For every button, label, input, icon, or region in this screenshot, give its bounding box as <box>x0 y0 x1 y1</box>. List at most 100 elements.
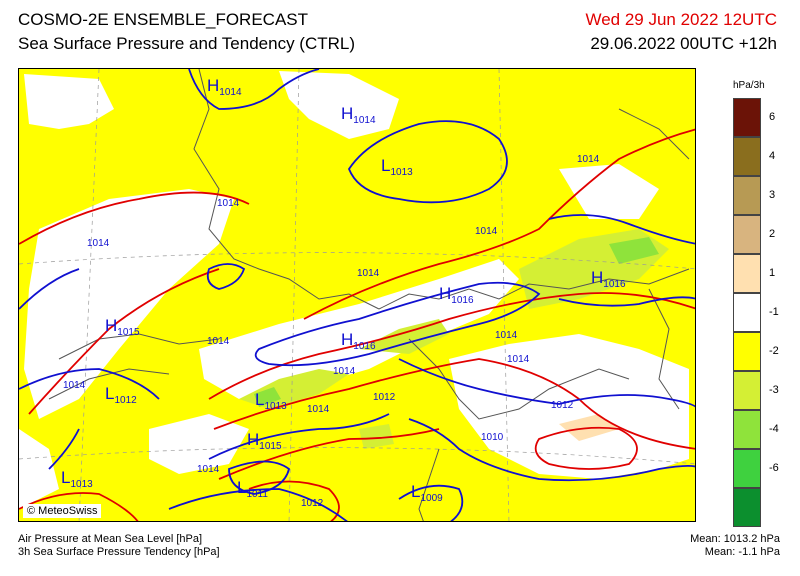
isobar-label: 1014 <box>307 404 330 415</box>
isobar-blue <box>398 484 464 521</box>
run-info: 29.06.2022 00UTC +12h <box>590 34 777 53</box>
isobar-red <box>208 292 695 400</box>
isobar-label: 1014 <box>507 354 530 365</box>
isobar-label: 1014 <box>87 238 110 249</box>
tendency-area-green <box>609 237 659 264</box>
forecast-map: H1014 H1014 L1013 H1016 H1016 H1016 H101… <box>18 68 696 522</box>
isobar-label: 1014 <box>207 336 230 347</box>
isobar-blue <box>208 413 390 460</box>
legend-label: -1 <box>769 305 779 318</box>
legend-swatch <box>733 137 761 176</box>
isobar-red <box>19 492 139 521</box>
legend-label: 3 <box>769 188 776 201</box>
chart-title: COSMO-2E ENSEMBLE_FORECAST <box>18 10 309 29</box>
legend-swatch <box>733 98 761 137</box>
tendency-area-green <box>359 319 449 354</box>
grid-line <box>78 69 100 521</box>
tendency-area-white <box>19 429 59 509</box>
grid-line <box>19 447 695 465</box>
legend-label: -4 <box>769 422 779 435</box>
isobar-blue-closed <box>347 120 508 204</box>
blue-isobars <box>19 69 695 521</box>
isobar-label: 1012 <box>301 498 324 509</box>
isobar-blue-closed <box>254 281 541 367</box>
border-line <box>48 368 170 400</box>
legend-swatch <box>733 371 761 410</box>
tendency-area-white <box>279 71 399 139</box>
isobar-label: 1014 <box>577 154 600 165</box>
tendency-area-green <box>359 424 394 449</box>
isobar-red <box>248 480 340 521</box>
tendency-area-green <box>254 387 281 407</box>
grid-line <box>288 69 300 521</box>
legend-label: 1 <box>769 266 776 279</box>
legend-label: 2 <box>769 227 776 240</box>
tendency-area-white <box>449 334 689 479</box>
borders <box>48 69 690 521</box>
isobar-red <box>28 268 220 415</box>
isobar-red-closed <box>534 426 638 470</box>
isobar-label: 1012 <box>551 400 574 411</box>
isobar-red <box>303 128 695 320</box>
isobar-label: 1014 <box>357 268 380 279</box>
lat-lon-grid <box>19 69 695 521</box>
isobar-label: 1014 <box>475 226 498 237</box>
red-isobars <box>19 128 695 521</box>
mean-pressure: Mean: 1013.2 hPa <box>690 533 780 545</box>
legend-label: -6 <box>769 461 779 474</box>
isobar-label: 1014 <box>197 464 220 475</box>
isobar-blue-closed <box>206 263 246 290</box>
legend-label: -2 <box>769 344 779 357</box>
isobar-label: 1012 <box>373 392 396 403</box>
isobar-blue <box>558 296 695 307</box>
mean-tendency: Mean: -1.1 hPa <box>704 546 780 558</box>
isobar-blue <box>188 69 320 110</box>
isobar-blue <box>548 214 695 245</box>
tendency-area-white <box>559 164 659 219</box>
isobar-blue <box>168 488 348 521</box>
isobar-red <box>218 428 440 480</box>
footer-tendency-desc: 3h Sea Surface Pressure Tendency [hPa] <box>18 546 220 558</box>
isobar-blue <box>19 368 160 400</box>
border-line <box>378 268 690 310</box>
grid-line <box>19 252 695 270</box>
pressure-center-label: L1009 <box>411 482 443 504</box>
pressure-center-label: L1013 <box>61 468 93 490</box>
legend-swatch <box>733 215 761 254</box>
pressure-center-label: L1013 <box>381 156 413 178</box>
isobar-label: 1014 <box>495 330 518 341</box>
border-line <box>418 448 440 521</box>
legend-label: -3 <box>769 383 779 396</box>
legend-swatch <box>733 410 761 449</box>
isobar-label: 1010 <box>481 432 504 443</box>
pressure-center-label: L1012 <box>105 384 137 406</box>
isobar-blue <box>398 358 695 408</box>
map-canvas <box>19 69 695 521</box>
legend-swatch <box>733 332 761 371</box>
legend-swatch <box>733 449 761 488</box>
isobar-blue <box>48 428 80 470</box>
border-line <box>193 69 380 310</box>
pressure-center-label: H1016 <box>591 268 626 290</box>
legend-label: 4 <box>769 149 776 162</box>
valid-time: Wed 29 Jun 2022 12UTC <box>585 10 777 29</box>
border-line <box>58 333 220 360</box>
pressure-center-label: H1015 <box>105 316 140 338</box>
isobar-blue <box>19 268 80 310</box>
pressure-center-label: H1015 <box>247 430 282 452</box>
legend-label: 6 <box>769 110 776 123</box>
isobar-label: 1014 <box>333 366 356 377</box>
meteoswiss-credit: © MeteoSwiss <box>23 504 102 518</box>
isobar-red <box>19 191 250 245</box>
isobar-blue-closed <box>228 460 291 495</box>
falling-tendency-areas <box>239 229 669 449</box>
isobar-red <box>213 358 695 450</box>
border-line <box>648 288 680 410</box>
legend-swatch <box>733 176 761 215</box>
border-line <box>408 338 630 420</box>
pressure-center-label: H1014 <box>207 76 242 98</box>
isobar-label: 1014 <box>217 198 240 209</box>
legend-swatch <box>733 488 761 527</box>
pressure-center-label: L1013 <box>255 390 287 412</box>
pressure-center-label: H1016 <box>341 330 376 352</box>
